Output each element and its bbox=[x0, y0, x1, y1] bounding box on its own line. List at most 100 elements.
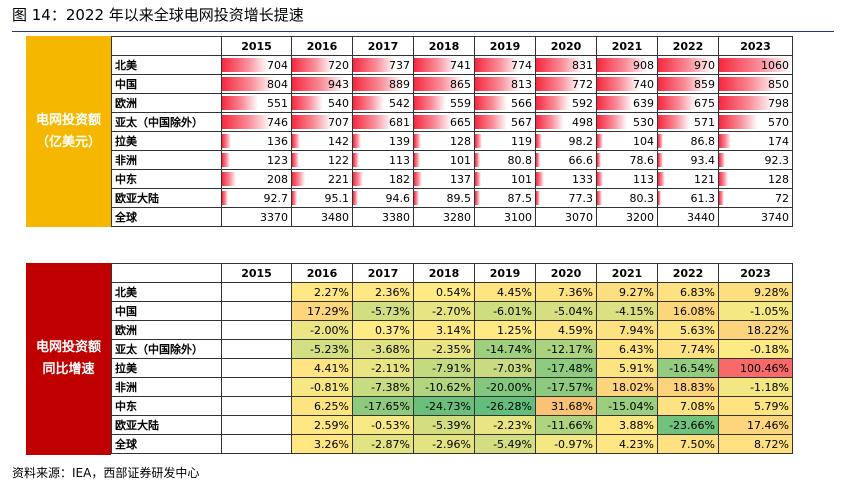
cell-value: 3070 bbox=[565, 210, 593, 224]
data-bar bbox=[353, 96, 384, 110]
investment-year-header: 2020 bbox=[535, 36, 597, 56]
value-cell: 592 bbox=[535, 93, 597, 113]
growth-cell bbox=[221, 282, 292, 302]
value-cell: 559 bbox=[413, 93, 475, 113]
value-cell: 121 bbox=[657, 169, 719, 189]
cell-value: 908 bbox=[633, 58, 654, 72]
value-cell: 859 bbox=[657, 74, 719, 94]
data-bar bbox=[536, 134, 542, 148]
table-row: 欧洲 -2.00% 0.37% 3.14% 1.25% 4.59% 7.94% 5.63% 18… bbox=[111, 320, 793, 340]
growth-header-row: 2015 2016 2017 2018 2019 2020 2021 2022 2023 bbox=[111, 263, 793, 283]
data-bar bbox=[597, 115, 627, 129]
value-cell: 551 bbox=[221, 93, 292, 113]
data-bar bbox=[292, 115, 333, 129]
data-bar bbox=[222, 77, 275, 91]
data-bar bbox=[719, 134, 731, 148]
cell-value: 137 bbox=[450, 172, 471, 186]
data-bar bbox=[475, 115, 508, 129]
cell-value: 94.6 bbox=[385, 191, 411, 205]
region-label: 拉美 bbox=[111, 131, 222, 151]
growth-cell: -17.57% bbox=[535, 377, 597, 397]
growth-cell: -2.00% bbox=[291, 320, 353, 340]
growth-cell: 5.91% bbox=[596, 358, 658, 378]
cell-value: 3200 bbox=[626, 210, 654, 224]
region-label: 拉美 bbox=[111, 358, 222, 378]
value-cell: 128 bbox=[413, 131, 475, 151]
panel2-label-line2: 同比增速 bbox=[42, 362, 95, 377]
growth-cell: -20.00% bbox=[474, 377, 536, 397]
growth-cell: -2.23% bbox=[474, 415, 536, 435]
growth-cell: -14.74% bbox=[474, 339, 536, 359]
value-cell: 3480 bbox=[291, 207, 353, 227]
cell-value: 704 bbox=[267, 58, 288, 72]
table-row: 亚太（中国除外） -5.23% -3.68% -2.35% -14.74% -12.17%… bbox=[111, 339, 793, 359]
value-cell: 139 bbox=[352, 131, 414, 151]
panel1-side-label: 电网投资额 （亿美元） bbox=[26, 36, 111, 227]
growth-cell: -16.54% bbox=[657, 358, 719, 378]
growth-cell: 3.88% bbox=[596, 415, 658, 435]
value-cell: 675 bbox=[657, 93, 719, 113]
cell-value: 720 bbox=[328, 58, 349, 72]
value-cell: 113 bbox=[352, 150, 414, 170]
value-cell: 720 bbox=[291, 55, 353, 75]
growth-cell: 4.23% bbox=[596, 434, 658, 454]
panel1-label-line1: 电网投资额 bbox=[35, 112, 101, 128]
growth-cell: 0.54% bbox=[413, 282, 475, 302]
data-bar bbox=[475, 58, 519, 72]
data-bar bbox=[536, 96, 570, 110]
cell-value: 831 bbox=[572, 58, 593, 72]
cell-value: 498 bbox=[572, 115, 593, 129]
cell-value: 3380 bbox=[382, 210, 410, 224]
value-cell: 137 bbox=[413, 169, 475, 189]
cell-value: 3740 bbox=[761, 210, 789, 224]
panel1-label-line2: （亿美元） bbox=[35, 134, 101, 150]
data-bar bbox=[658, 77, 707, 91]
data-bar bbox=[222, 191, 229, 205]
data-bar bbox=[658, 115, 691, 129]
growth-year-header: 2018 bbox=[413, 263, 475, 283]
investment-year-header: 2015 bbox=[221, 36, 292, 56]
value-cell: 740 bbox=[596, 74, 658, 94]
growth-cell: -2.35% bbox=[413, 339, 475, 359]
growth-cell bbox=[221, 320, 292, 340]
cell-value: 3280 bbox=[443, 210, 471, 224]
investment-year-header: 2016 bbox=[291, 36, 353, 56]
cell-value: 3440 bbox=[687, 210, 715, 224]
growth-cell: 16.08% bbox=[657, 301, 719, 321]
data-bar bbox=[719, 58, 792, 72]
value-cell: 77.3 bbox=[535, 188, 597, 208]
cell-value: 92.7 bbox=[263, 191, 289, 205]
table-row: 非洲 123 122 113 101 80.8 66.6 78.6 93.4 92.3 bbox=[111, 150, 793, 170]
value-cell: 889 bbox=[352, 74, 414, 94]
data-bar bbox=[414, 191, 420, 205]
growth-cell bbox=[221, 415, 292, 435]
cell-value: 707 bbox=[328, 115, 349, 129]
value-cell: 850 bbox=[718, 74, 793, 94]
cell-value: 639 bbox=[633, 96, 654, 110]
cell-value: 92.3 bbox=[764, 153, 790, 167]
cell-value: 3370 bbox=[260, 210, 288, 224]
data-bar bbox=[353, 77, 404, 91]
data-bar bbox=[475, 172, 481, 186]
value-cell: 104 bbox=[596, 131, 658, 151]
cell-value: 559 bbox=[450, 96, 471, 110]
data-bar bbox=[658, 153, 664, 167]
growth-cell: 4.41% bbox=[291, 358, 353, 378]
value-cell: 665 bbox=[413, 112, 475, 132]
growth-cell: 3.14% bbox=[413, 320, 475, 340]
investment-year-header: 2017 bbox=[352, 36, 414, 56]
investment-year-header: 2022 bbox=[657, 36, 719, 56]
value-cell: 1060 bbox=[718, 55, 793, 75]
growth-cell: -2.70% bbox=[413, 301, 475, 321]
growth-cell: 5.63% bbox=[657, 320, 719, 340]
value-cell: 704 bbox=[221, 55, 292, 75]
data-bar bbox=[222, 115, 271, 129]
cell-value: 566 bbox=[511, 96, 532, 110]
value-cell: 639 bbox=[596, 93, 658, 113]
panel2-side-label: 电网投资额 同比增速 bbox=[26, 263, 111, 455]
growth-cell: -17.65% bbox=[352, 396, 414, 416]
growth-cell: 7.74% bbox=[657, 339, 719, 359]
cell-value: 741 bbox=[450, 58, 471, 72]
cell-value: 3100 bbox=[504, 210, 532, 224]
data-bar bbox=[292, 77, 346, 91]
